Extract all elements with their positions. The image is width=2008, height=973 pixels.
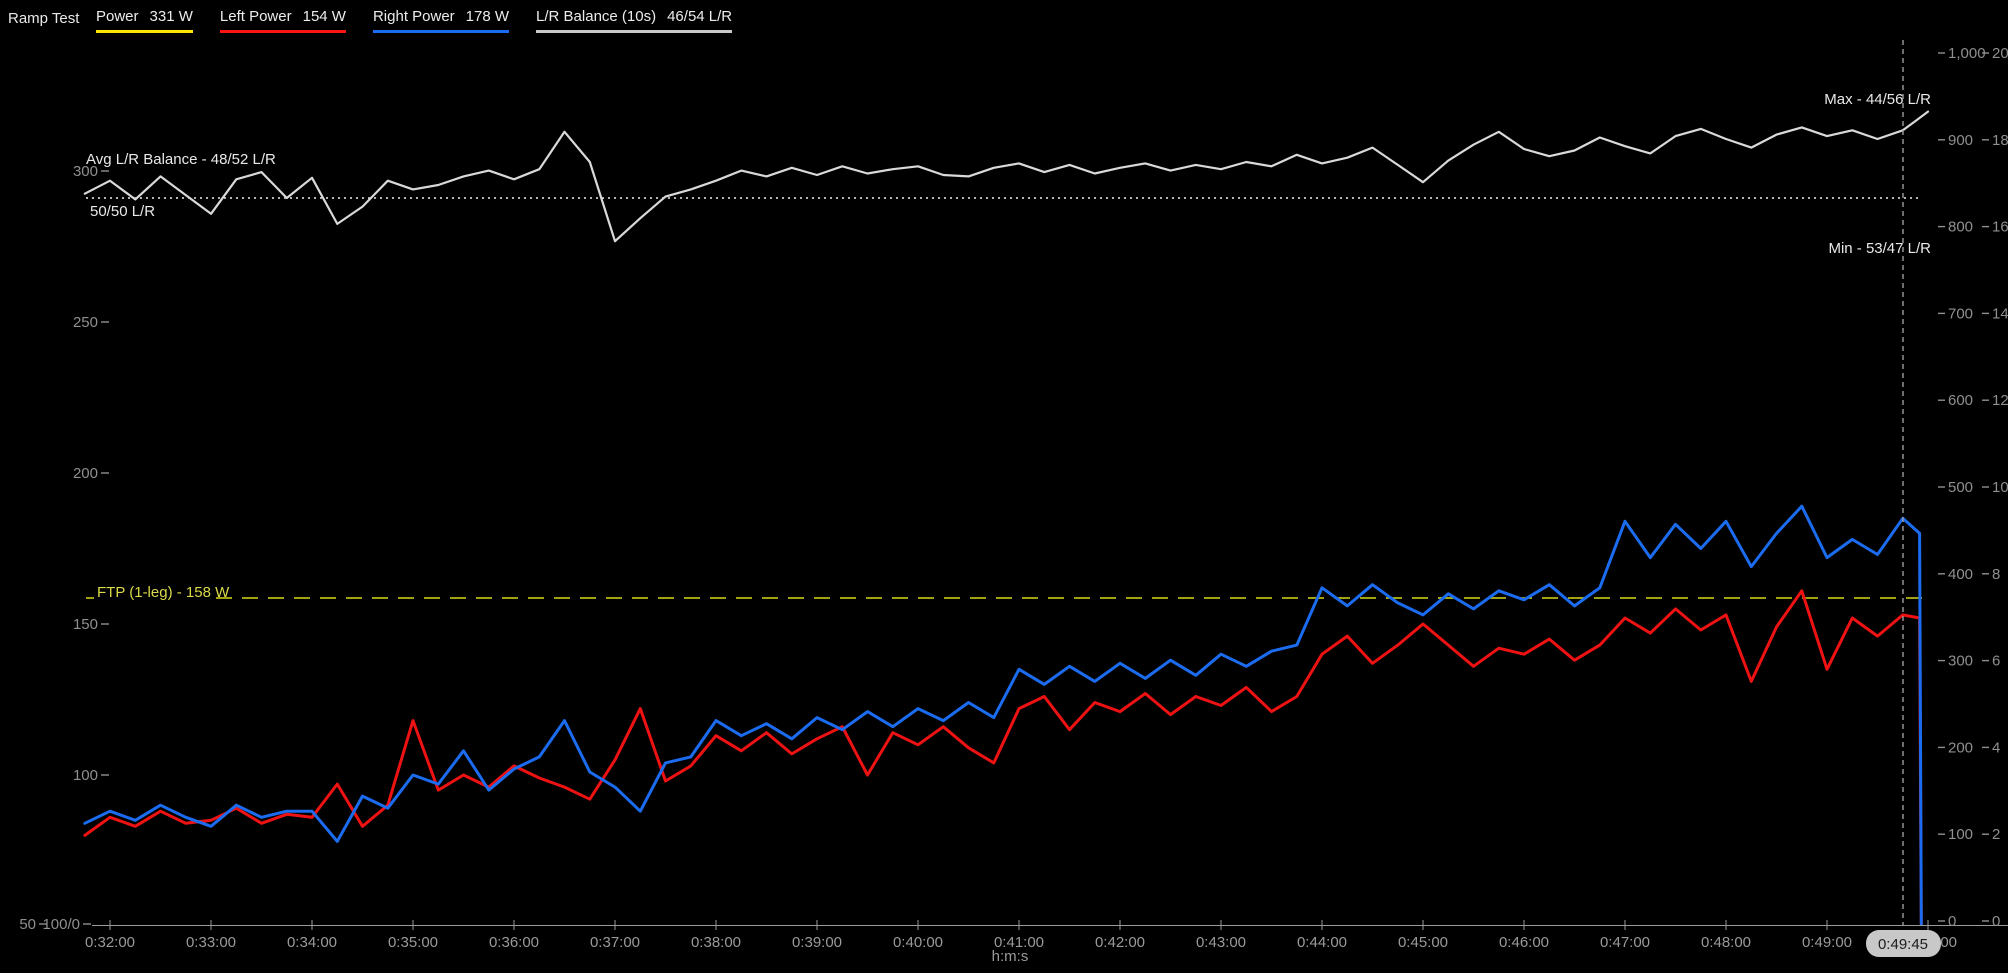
x-tick-label: 0:32:00 xyxy=(85,934,135,951)
right-axis-col1-label: 400 xyxy=(1948,566,1973,583)
left-axis-tick-label: 100 xyxy=(73,767,98,784)
x-tick-label: 0:37:00 xyxy=(590,934,640,951)
series-left-power xyxy=(83,589,1923,926)
left-axis-tick-label: 250 xyxy=(73,314,98,331)
right-axis-col1-label: 500 xyxy=(1948,479,1973,496)
right-axis-col2-label: 20 xyxy=(1992,45,2008,62)
x-tick-label: 0:36:00 xyxy=(489,934,539,951)
ftp-label-backing xyxy=(94,585,216,600)
x-tick-label: 0:45:00 xyxy=(1398,934,1448,951)
right-axis-col2-label: 8 xyxy=(1992,566,2000,583)
avg-balance-annotation: Avg L/R Balance - 48/52 L/R xyxy=(86,151,276,168)
max-balance-annotation: Max - 44/56 L/R xyxy=(1824,91,1931,108)
legend-item-power[interactable]: Power 331 W xyxy=(96,8,193,33)
right-axis-col1-label: 600 xyxy=(1948,392,1973,409)
right-axis-col1-label: 100 xyxy=(1948,826,1973,843)
legend-item-right-power[interactable]: Right Power 178 W xyxy=(372,8,510,33)
x-tick-label: 0:34:00 xyxy=(287,934,337,951)
left-axis-tick-label: 150 xyxy=(73,616,98,633)
cursor-time-label: 0:49:45 xyxy=(1878,936,1928,953)
legend-value: 178 W xyxy=(465,8,510,25)
right-axis-col2-label: 2 xyxy=(1992,826,2000,843)
right-axis-col2-label: 10 xyxy=(1992,479,2008,496)
x-tick-label: 0:44:00 xyxy=(1297,934,1347,951)
cursor-time-badge[interactable] xyxy=(1866,930,1941,957)
x-tick-label: 0:48:00 xyxy=(1701,934,1751,951)
series-right-power xyxy=(83,504,1923,926)
series-l-r-balance-10s- xyxy=(83,110,1930,243)
legend-label: Power xyxy=(96,8,139,25)
chart-header: Ramp Test Power 331 W Left Power 154 W Rig… xyxy=(0,0,2008,40)
x-tick-label: 0:47:00 xyxy=(1600,934,1650,951)
right-axis-col1-label: 700 xyxy=(1948,305,1973,322)
min-balance-annotation: Min - 53/47 L/R xyxy=(1828,240,1931,257)
legend: Power 331 W Left Power 154 W Right Power 17… xyxy=(96,8,733,33)
x-tick-label: 0:35:00 xyxy=(388,934,438,951)
right-axis-col1-label: 800 xyxy=(1948,219,1973,236)
right-axis-col2-label: 6 xyxy=(1992,653,2000,670)
x-tick-label: 0:49:00 xyxy=(1802,934,1852,951)
legend-value: 331 W xyxy=(149,8,193,25)
series-group xyxy=(83,110,1930,926)
x-axis-title: h:m:s xyxy=(992,948,1029,965)
x-tick-label: 0:39:00 xyxy=(792,934,842,951)
left-axis-tick-label: 300 xyxy=(73,163,98,180)
legend-item-left-power[interactable]: Left Power 154 W xyxy=(219,8,346,33)
ftp-annotation: FTP (1-leg) - 158 W xyxy=(97,584,230,601)
x-tick-label: 0:46:00 xyxy=(1499,934,1549,951)
right-axis-col1-label: 1,000 xyxy=(1948,45,1986,62)
legend-label: L/R Balance (10s) xyxy=(536,8,657,25)
right-axis-col2-label: 16 xyxy=(1992,219,2008,236)
fifty-fifty-annotation: 50/50 L/R xyxy=(90,203,155,220)
x-tick-label: 0:33:00 xyxy=(186,934,236,951)
axes-group: 0:32:00 0:33:00 0:34:00 0:35:00 0:36:00 0:37:… xyxy=(19,45,2008,951)
right-axis-col2-label: 12 xyxy=(1992,392,2008,409)
right-axis-col2-label: 0 xyxy=(1992,913,2000,930)
right-axis-col1-label: 300 xyxy=(1948,653,1973,670)
legend-item-lr-balance[interactable]: L/R Balance (10s) 46/54 L/R xyxy=(536,8,733,33)
left-axis-tick-label: 200 xyxy=(73,465,98,482)
legend-label: Left Power xyxy=(219,8,292,25)
right-axis-col2-label: 18 xyxy=(1992,132,2008,149)
legend-value: 46/54 L/R xyxy=(667,8,733,25)
x-tick-label: 0:40:00 xyxy=(893,934,943,951)
right-axis-col1-label: 200 xyxy=(1948,739,1973,756)
left-axis-tick-label: 50 xyxy=(19,916,36,933)
legend-value: 154 W xyxy=(302,8,346,25)
right-axis-col1-label: 0 xyxy=(1948,913,1956,930)
left-axis-balance-bottom-label: 100/0 xyxy=(42,916,80,933)
x-tick-label: 0:42:00 xyxy=(1095,934,1145,951)
right-axis-col2-label: 14 xyxy=(1992,305,2008,322)
page-title: Ramp Test xyxy=(8,10,80,27)
x-tick-label: 0:43:00 xyxy=(1196,934,1246,951)
x-tick-label: 0:38:00 xyxy=(691,934,741,951)
x-tick-label: 0:41:00 xyxy=(994,934,1044,951)
right-axis-col1-label: 900 xyxy=(1948,132,1973,149)
right-axis-col2-label: 4 xyxy=(1992,739,2000,756)
legend-label: Right Power xyxy=(372,8,455,25)
